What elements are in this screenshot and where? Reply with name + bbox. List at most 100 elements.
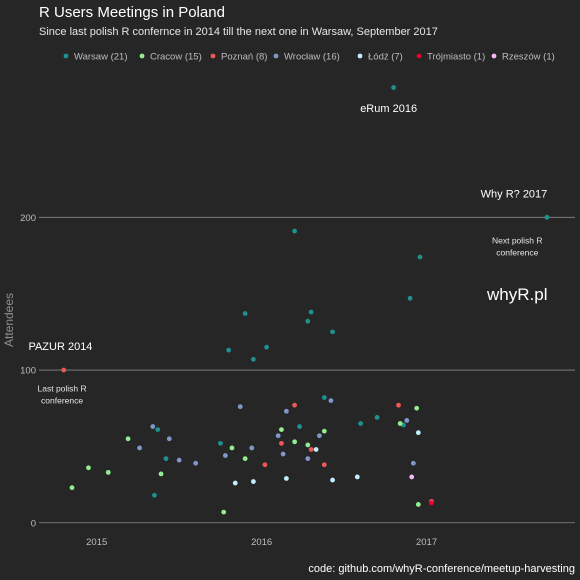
data-point [330,477,335,483]
legend-marker [139,53,145,59]
data-point [283,408,289,414]
legend: Warsaw (21) Cracow (15) Poznań (8) Wrocław … [63,52,555,63]
data-point [176,457,182,463]
data-point [308,309,314,315]
chart-title: R Users Meetings in Poland [39,4,225,21]
annotation-label: Last polish R [38,383,87,393]
data-point [226,347,232,353]
gridlines [39,216,575,524]
data-point [166,436,172,442]
data-point [283,476,289,481]
data-point [354,474,360,480]
legend-entry: Poznań (8) [221,52,267,63]
data-point [328,398,334,403]
data-point [275,433,281,439]
x-tick-label: 2015 [86,537,107,548]
annotation-label: eRum 2016 [360,103,417,115]
x-tick-label: 2016 [251,537,272,548]
data-point [407,295,413,301]
data-point [279,427,284,433]
data-points [61,85,550,515]
legend-entry: Łódź (7) [368,52,403,63]
data-point [251,356,256,362]
data-point [396,402,401,408]
legend-entry: Trójmiasto (1) [427,52,485,63]
data-point [221,509,227,515]
data-point [321,428,327,434]
data-point [105,469,111,475]
data-point [391,85,396,90]
legend-marker [491,53,497,59]
legend-marker [416,53,422,59]
data-point [313,447,319,452]
legend-entry: Warsaw (21) [74,52,128,63]
data-point [409,474,415,480]
x-axis-ticks: 2015 2016 2017 [86,537,437,548]
annotation-label: conference [41,396,83,406]
data-point [251,479,256,484]
data-point [414,405,420,411]
data-point [417,254,423,260]
data-point [358,421,363,426]
data-point [193,460,199,466]
data-point [280,451,286,457]
data-point [137,445,143,451]
data-point [222,453,228,458]
data-point [429,500,434,506]
data-point [292,402,298,408]
y-tick-label: 100 [20,366,36,377]
data-point [242,311,248,316]
data-point [264,344,269,350]
legend-entry: Cracow (15) [150,52,202,63]
data-point [155,427,161,433]
data-point [297,424,302,429]
data-point [86,465,91,471]
data-point [150,424,156,429]
legend-marker [210,53,216,59]
data-point [232,480,238,486]
data-point [305,318,311,324]
data-point [374,414,380,420]
data-point [544,214,550,220]
data-point [321,395,327,400]
chart-caption: code: github.com/whyR-conference/meetup-… [308,563,575,575]
data-point [242,456,248,462]
data-point [292,439,298,445]
data-point [237,404,243,410]
x-tick-label: 2017 [416,537,437,548]
data-point [316,433,322,439]
data-point [218,440,223,446]
data-point [305,456,311,462]
annotation-label: Why R? 2017 [481,188,548,200]
data-point [229,445,235,451]
legend-marker [357,53,363,59]
data-point [279,440,284,446]
data-point [410,460,416,466]
legend-entry: Wrocław (16) [284,52,340,63]
annotation-label: whyR.pl [486,285,547,304]
data-point [152,492,157,498]
data-point [249,445,255,451]
data-point [415,502,421,507]
data-point [262,462,268,468]
legend-marker [63,53,69,59]
data-point [321,462,327,468]
annotation-label: PAZUR 2014 [28,341,92,353]
data-point [158,471,164,477]
data-point [61,367,67,373]
data-point [397,421,403,426]
data-point [305,442,311,448]
y-axis-title: Attendees [2,293,16,347]
y-axis-ticks: 0 100 200 [20,213,36,529]
data-point [415,430,421,436]
chart-subtitle: Since last polish R confernce in 2014 ti… [39,26,438,38]
data-point [330,329,335,335]
data-point [125,436,131,442]
annotation-label: conference [496,247,538,257]
data-point [292,228,298,234]
y-tick-label: 0 [31,518,36,529]
data-point [404,418,410,423]
data-point [308,447,314,452]
data-point [163,456,169,462]
